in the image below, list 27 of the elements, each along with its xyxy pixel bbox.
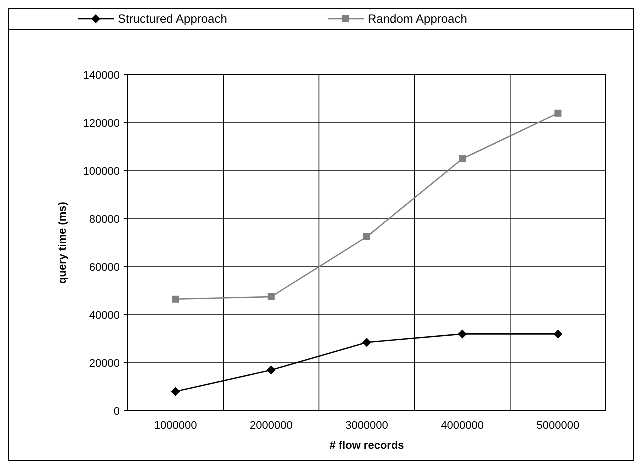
- y-tick-label: 20000: [89, 358, 120, 370]
- x-tick-label: 2000000: [250, 420, 293, 432]
- point: [362, 338, 372, 348]
- x-axis-title: # flow records: [330, 440, 404, 452]
- point: [171, 387, 180, 396]
- y-tick-label: 0: [114, 406, 120, 418]
- x-tick-label: 3000000: [346, 420, 388, 432]
- y-tick-label: 120000: [83, 118, 120, 130]
- x-tick-label: 1000000: [154, 420, 198, 432]
- point: [172, 296, 180, 303]
- point: [364, 234, 370, 240]
- legend-label: Structured Approach: [118, 12, 228, 26]
- point: [554, 330, 563, 339]
- y-tick-label: 40000: [89, 310, 120, 322]
- legend-label: Random Approach: [368, 12, 468, 26]
- point: [459, 156, 466, 162]
- point: [554, 110, 562, 117]
- point: [268, 294, 275, 300]
- x-tick-label: 5000000: [536, 420, 580, 432]
- y-tick-label: 140000: [83, 70, 120, 82]
- point: [458, 330, 468, 339]
- point: [266, 366, 276, 375]
- y-tick-label: 100000: [83, 166, 120, 178]
- y-axis-title: query time (ms): [57, 202, 69, 284]
- y-tick-label: 60000: [89, 262, 120, 274]
- y-tick-label: 80000: [89, 214, 120, 226]
- x-tick-label: 4000000: [441, 420, 484, 432]
